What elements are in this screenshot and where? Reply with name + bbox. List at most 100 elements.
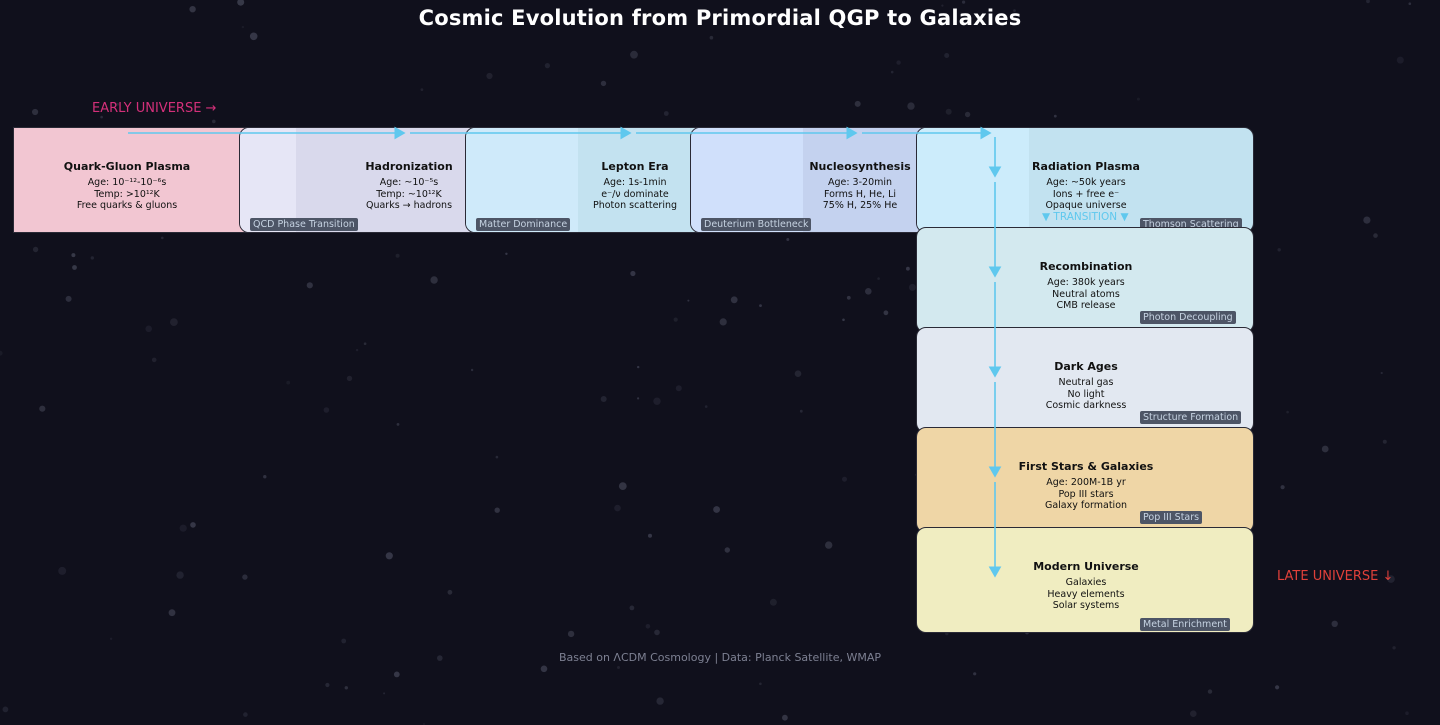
footer-note: Based on ΛCDM Cosmology | Data: Planck S… [558,651,882,664]
star-dot [865,288,872,295]
star-dot [1053,114,1057,118]
star-dot [1405,711,1409,715]
star-dot [962,0,966,4]
star-dot [494,507,500,513]
star-dot [1331,620,1338,627]
star-dot [151,357,157,363]
star-dot [396,423,400,426]
star-dot [145,325,152,333]
stage-detail: Temp: >10¹²K [94,188,160,200]
star-dot [724,547,730,553]
star-dot [796,15,801,20]
star-dot [673,317,678,322]
star-dot [170,318,178,326]
star-dot [286,380,291,385]
star-dot [1396,56,1404,64]
star-dot [486,72,493,80]
stage-tag: Structure Formation [1140,411,1242,424]
transition-note: ▼ TRANSITION ▼ [1042,211,1129,223]
stage-detail: Age: ~50k years [1046,177,1126,188]
star-dot [1387,575,1395,583]
stage-tag: Deuterium Bottleneck [701,218,812,231]
star-dot [645,624,651,629]
star-dot [687,299,690,302]
star-dot [161,236,164,240]
star-dot [249,32,258,41]
star-dot [323,407,330,413]
star-dot [704,405,708,408]
star-dot [1013,9,1016,13]
stage-detail: Pop III stars [1058,488,1114,500]
star-dot [799,409,803,413]
stage-detail: CMB release [1056,300,1116,311]
star-dot [470,368,474,372]
star-dot [540,665,548,673]
stage-name: First Stars & Galaxies [1018,460,1154,473]
star-dot [437,655,443,661]
star-dot [306,282,313,289]
stage-name: Dark Ages [1054,360,1118,373]
star-dot [32,246,39,253]
star-dot [614,504,621,512]
star-dot [243,712,248,717]
star-dot [1363,216,1371,224]
stage-detail: Solar systems [1052,600,1120,611]
stage-detail: Free quarks & gluons [76,200,178,211]
star-dot [759,304,762,307]
stage-name: Lepton Era [601,160,669,173]
star-dot [447,589,453,595]
star-dot [1280,485,1285,490]
star-dot [842,476,847,482]
star-dot [383,692,386,695]
star-dot [964,111,971,118]
star-dot [794,370,802,378]
star-dot [241,25,245,29]
stage-tag: Metal Enrichment [1140,618,1230,631]
stage-detail: Forms H, He, Li [823,188,897,200]
stage-detail: Quarks → hadrons [365,200,453,211]
star-dot [237,0,245,6]
star-dot [567,630,575,638]
star-dot [72,265,77,270]
stage-detail: Age: 380k years [1047,277,1125,288]
star-dot [629,605,635,611]
star-dot [617,666,620,669]
star-dot [116,102,120,106]
star-dot [782,714,788,721]
star-dot [242,574,248,580]
star-dot [58,566,67,575]
stage-detail: Opaque universe [1045,200,1127,211]
stage-detail: e⁻/ν dominate [601,188,669,200]
stage-detail: Galaxies [1065,577,1107,588]
star-dot [544,63,551,69]
star-dot [637,397,640,400]
star-dot [945,108,952,115]
stage-detail: Neutral gas [1058,377,1114,388]
stage-detail: Age: ~10⁻⁵s [379,177,439,188]
star-dot [730,296,738,304]
star-dot [212,119,216,124]
stage-detail: Age: 10⁻¹²-10⁻⁶s [87,177,167,188]
star-dot [363,342,367,346]
star-dot [385,552,393,560]
star-dot [908,283,916,291]
star-dot [719,318,727,326]
page-title: Cosmic Evolution from Primordial QGP to … [418,6,1022,30]
stage-detail: Photon scattering [592,200,678,211]
star-dot [346,375,353,382]
star-dot [907,102,915,110]
star-dot [600,80,607,87]
star-dot [630,50,638,59]
star-dot [906,266,910,271]
stage-detail: Age: 1s-1min [603,177,667,188]
star-dot [176,571,184,579]
early-universe-label: EARLY UNIVERSE → [92,101,217,116]
stage-tag: Photon Decoupling [1140,311,1236,324]
star-dot [395,253,400,258]
star-dot [709,35,714,40]
star-dot [1277,248,1281,252]
star-dot [1321,445,1329,453]
star-dot [109,637,113,640]
stage-first-stars-galaxies: First Stars & Galaxies Age: 200M-1B yr P… [916,427,1254,533]
star-dot [39,405,46,412]
